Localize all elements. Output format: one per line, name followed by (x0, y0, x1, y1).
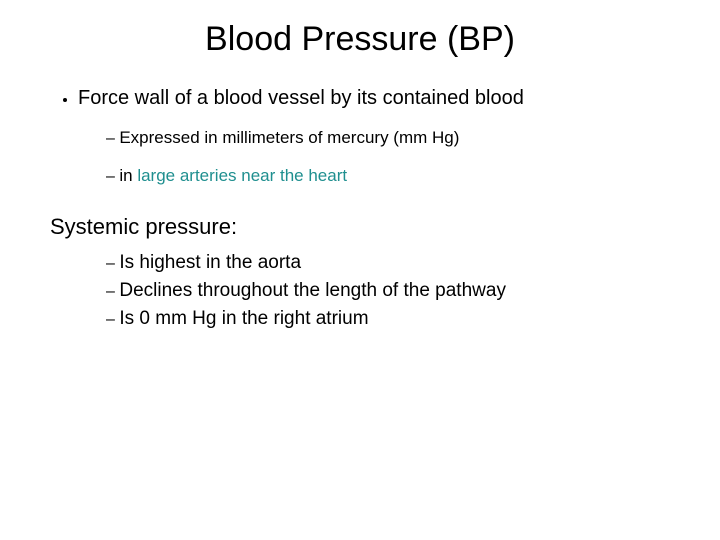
slide-body: Force wall of a blood vessel by its cont… (0, 59, 720, 330)
sub-bullet-text: Declines throughout the length of the pa… (119, 280, 506, 301)
bullet-level-1: Force wall of a blood vessel by its cont… (78, 87, 670, 186)
section-heading: Systemic pressure: (50, 214, 670, 240)
arteries-link[interactable]: large arteries near the heart (137, 166, 347, 185)
sub-bullet-item: Is 0 mm Hg in the right atrium (106, 308, 670, 330)
sub-bullet-prefix: in (119, 166, 137, 185)
slide-title: Blood Pressure (BP) (0, 20, 720, 59)
sub-bullet-item: in large arteries near the heart (106, 166, 670, 186)
sub-bullet-item: Is highest in the aorta (106, 252, 670, 274)
sub-bullet-item: Declines throughout the length of the pa… (106, 280, 670, 302)
slide: Blood Pressure (BP) Force wall of a bloo… (0, 0, 720, 540)
sub-bullet-text: Is 0 mm Hg in the right atrium (119, 308, 368, 329)
sub-bullet-text: Is highest in the aorta (119, 252, 301, 273)
bullet-level-2: Expressed in millimeters of mercury (mm … (106, 128, 670, 186)
bullet-item: Force wall of a blood vessel by its cont… (78, 87, 670, 186)
sub-bullet-text: Expressed in millimeters of mercury (mm … (119, 128, 459, 147)
bullet-text: Force wall of a blood vessel by its cont… (78, 87, 524, 109)
sub-bullet-item: Expressed in millimeters of mercury (mm … (106, 128, 670, 148)
bullet-level-2b: Is highest in the aorta Declines through… (106, 252, 670, 330)
